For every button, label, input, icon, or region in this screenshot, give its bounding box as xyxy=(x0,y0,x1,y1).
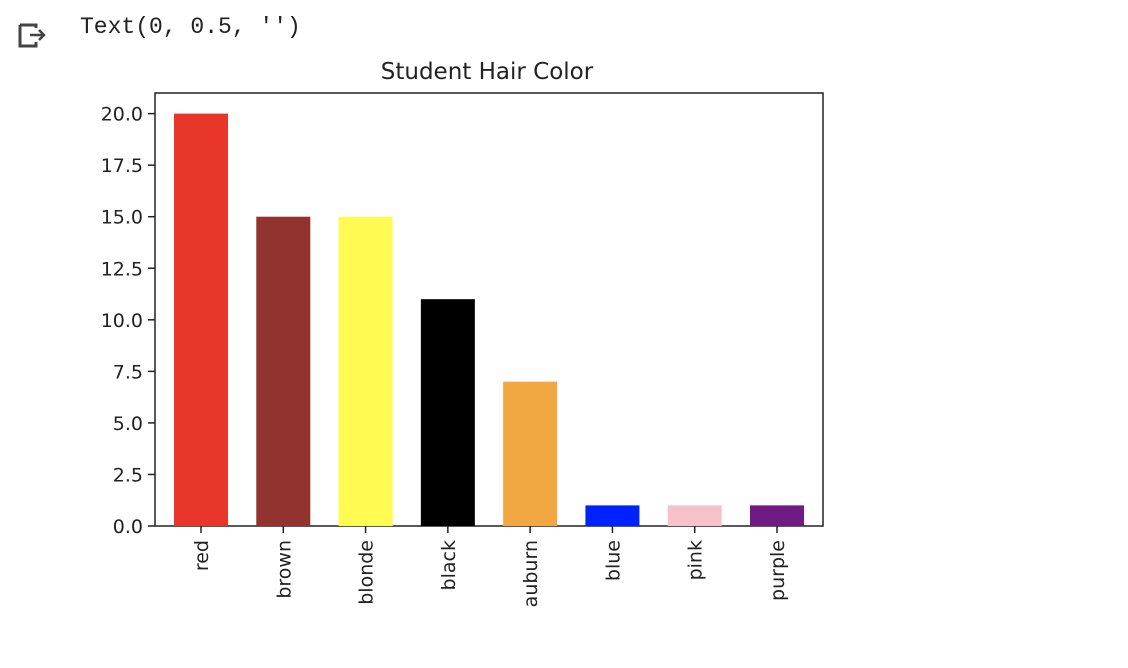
x-axis: red brown blonde black auburn blue pink purple xyxy=(191,526,789,607)
bars xyxy=(174,113,804,526)
bar-auburn xyxy=(503,381,558,526)
bar-brown xyxy=(256,216,311,526)
y-axis: 0.0 2.5 5.0 7.5 10.0 12.5 15.0 17.5 20.0 xyxy=(101,104,155,538)
x-tick-label-brown: brown xyxy=(273,540,295,599)
x-tick-label-purple: purple xyxy=(767,540,789,601)
chart-title: Student Hair Color xyxy=(381,59,594,85)
x-tick-label-blue: blue xyxy=(602,540,624,581)
bar-black xyxy=(420,299,475,526)
x-tick-label-red: red xyxy=(191,540,213,571)
y-tick-label: 0.0 xyxy=(113,516,143,538)
y-tick-label: 20.0 xyxy=(101,104,143,126)
bar-red xyxy=(174,113,228,526)
y-tick-label: 2.5 xyxy=(113,464,143,486)
y-tick-label: 7.5 xyxy=(113,361,143,383)
y-tick-label: 17.5 xyxy=(101,155,143,177)
bar-blue xyxy=(585,505,640,526)
x-tick-label-auburn: auburn xyxy=(520,540,542,607)
x-tick-label-blonde: blonde xyxy=(356,540,378,605)
bar-blonde xyxy=(338,216,393,526)
plot-frame xyxy=(154,92,824,527)
bar-purple xyxy=(750,505,804,526)
y-tick-label: 5.0 xyxy=(113,413,143,435)
x-tick-label-black: black xyxy=(438,540,460,590)
bar-pink xyxy=(667,505,722,526)
output-arrow-icon[interactable] xyxy=(16,18,50,52)
y-tick-label: 15.0 xyxy=(101,207,143,229)
x-tick-label-pink: pink xyxy=(685,540,707,580)
output-text: Text(0, 0.5, '') xyxy=(80,14,301,40)
y-tick-label: 12.5 xyxy=(101,258,143,280)
y-tick-label: 10.0 xyxy=(101,310,143,332)
